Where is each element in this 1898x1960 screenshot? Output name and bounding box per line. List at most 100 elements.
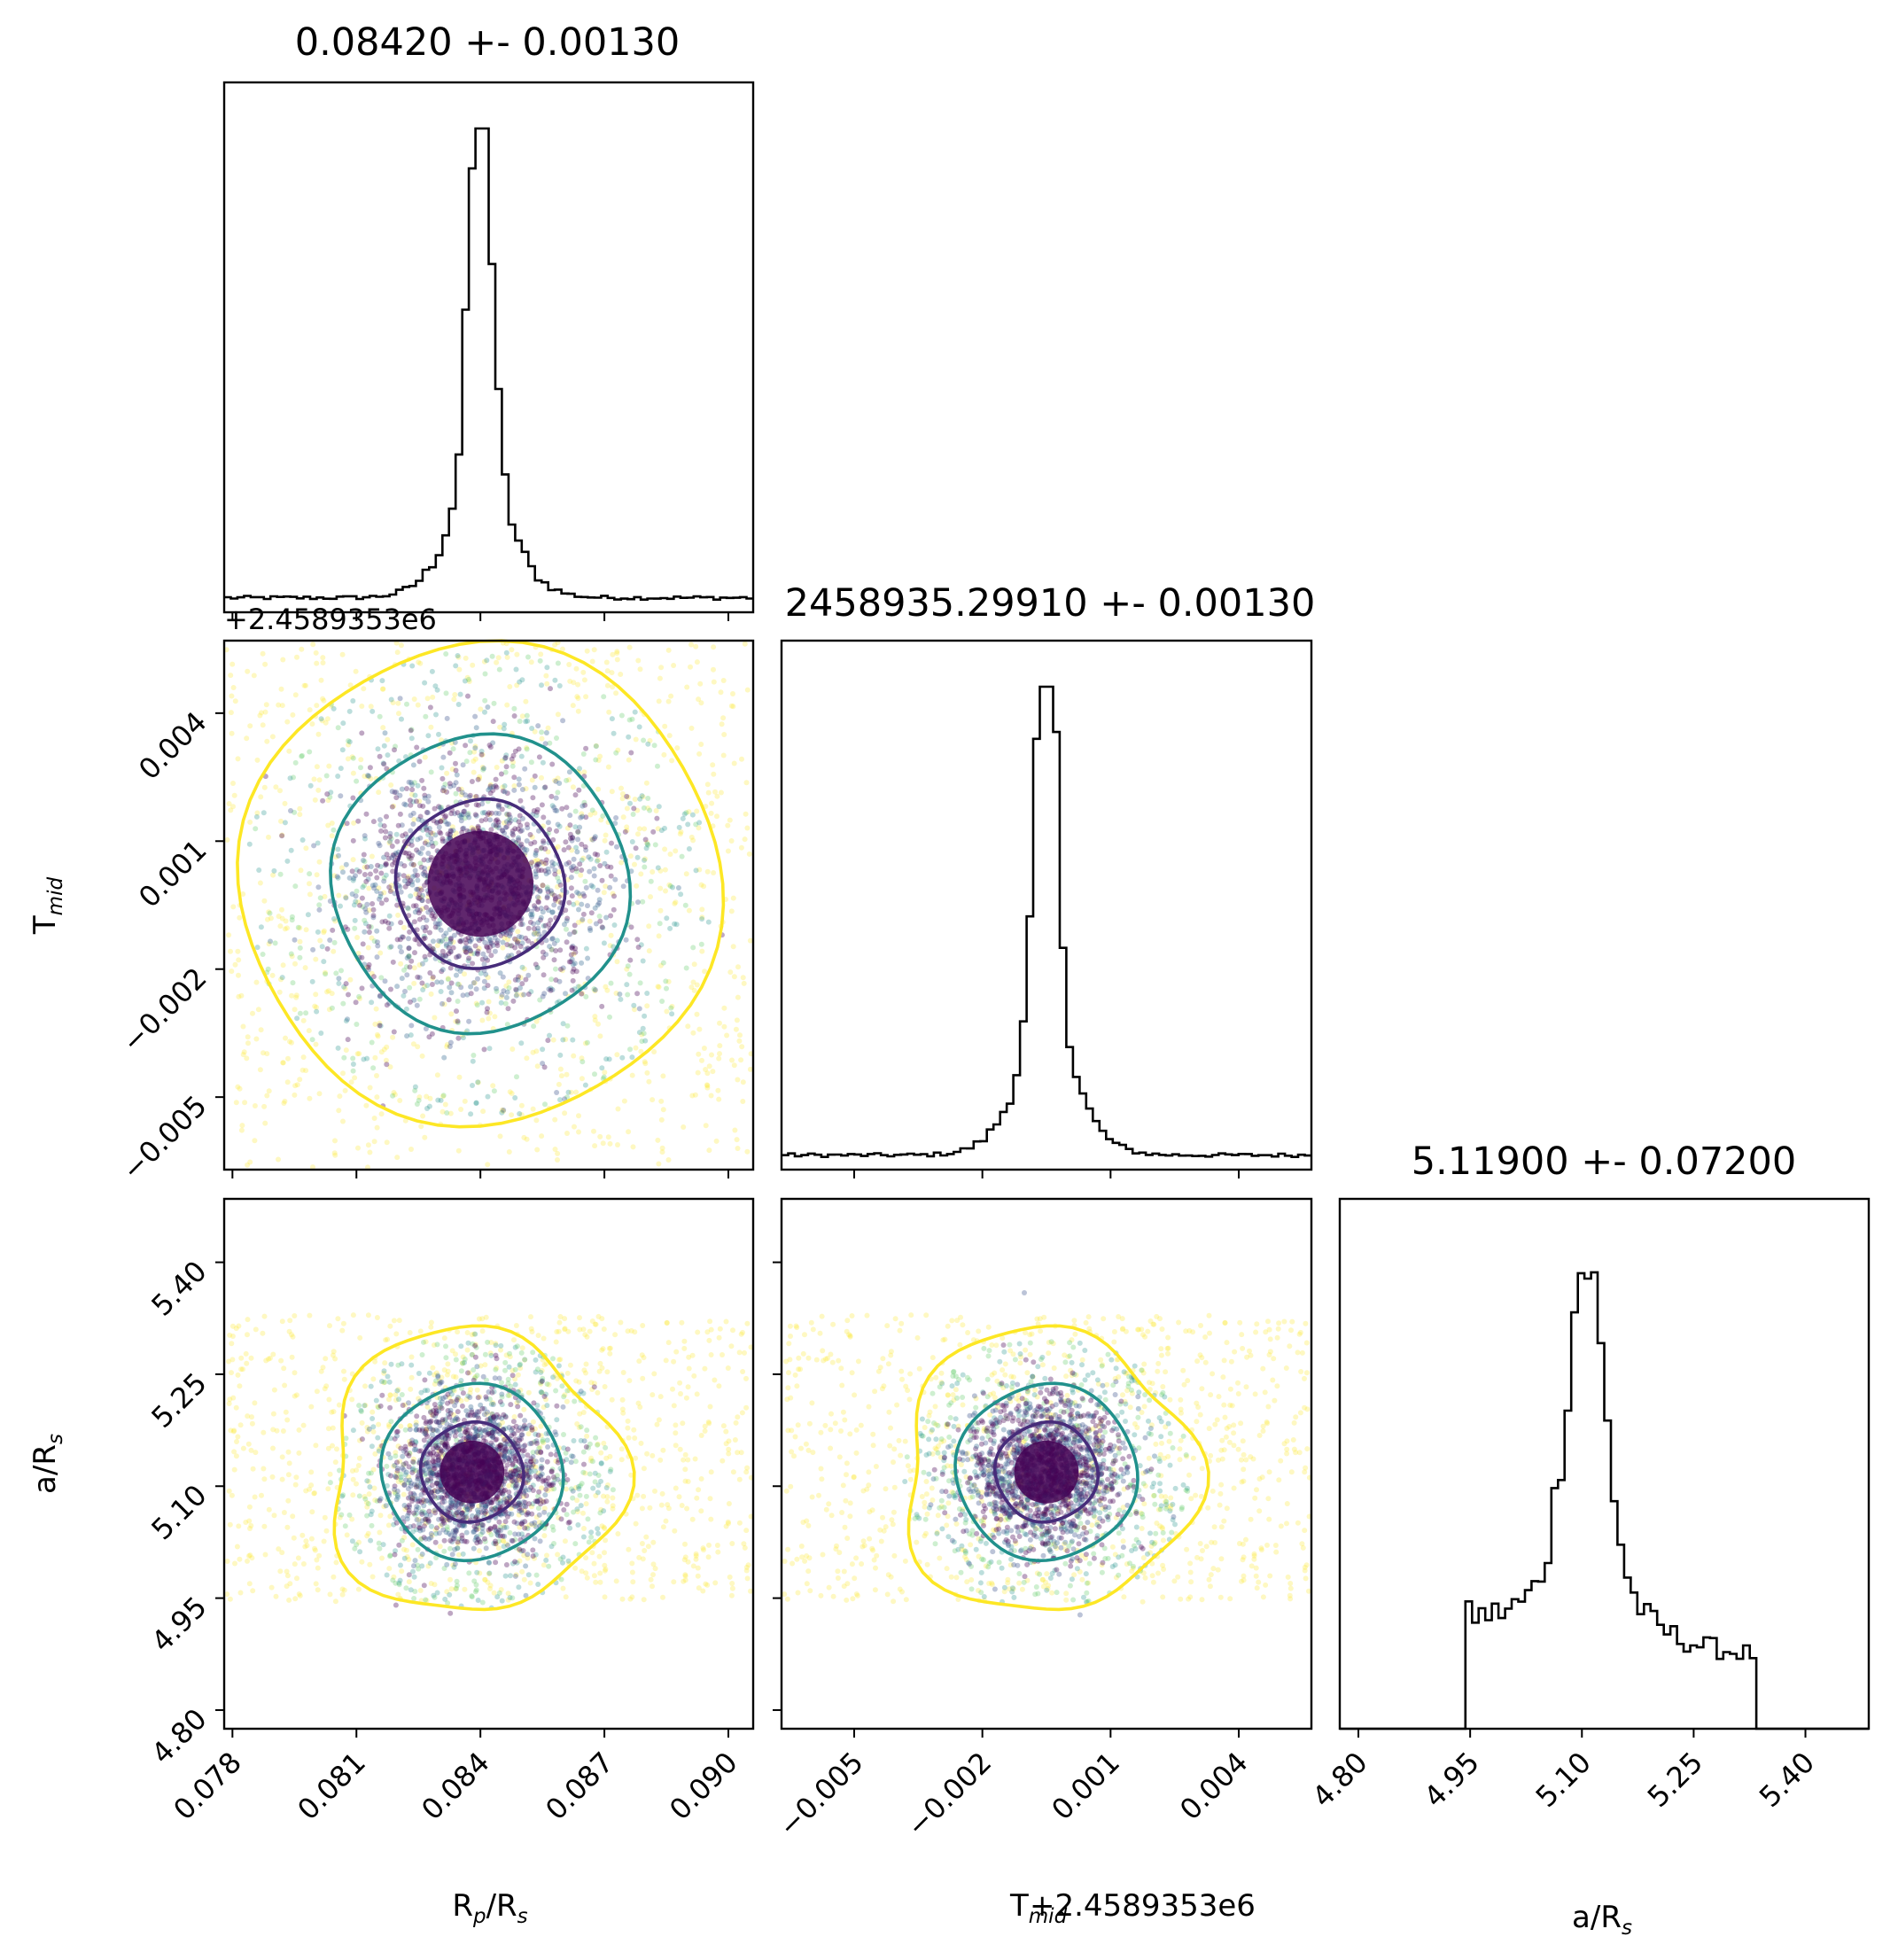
sample-point — [486, 1010, 493, 1016]
sample-point — [543, 937, 549, 944]
sample-point — [406, 1579, 412, 1585]
sample-point — [485, 704, 491, 710]
sample-point — [323, 1528, 330, 1534]
sample-point — [366, 923, 372, 929]
sample-point — [620, 814, 626, 821]
sample-point — [341, 1376, 347, 1382]
sample-point — [432, 805, 438, 812]
sample-point — [343, 1047, 349, 1054]
sample-point — [340, 1118, 346, 1124]
sample-point — [245, 1162, 251, 1168]
sample-point — [670, 884, 675, 891]
sample-point — [408, 1032, 414, 1038]
sample-point — [549, 909, 556, 915]
sample-point — [386, 1396, 392, 1403]
sample-point — [355, 1145, 361, 1151]
sample-point — [407, 964, 413, 970]
sample-point — [593, 743, 599, 749]
sample-point — [707, 1318, 713, 1325]
sample-point — [698, 941, 704, 947]
sample-point — [315, 929, 321, 935]
sample-point — [572, 929, 577, 935]
sample-point — [292, 759, 299, 766]
sample-point — [517, 985, 523, 991]
sample-point — [422, 840, 428, 846]
sample-point — [388, 696, 394, 703]
sample-point — [270, 872, 276, 878]
sample-point — [331, 705, 337, 712]
sample-point — [658, 1116, 665, 1123]
sample-point — [402, 831, 408, 837]
sample-point — [432, 832, 439, 838]
sample-point — [689, 1093, 696, 1099]
sample-point — [479, 1599, 486, 1606]
sample-point — [435, 1097, 441, 1103]
sample-point — [519, 964, 525, 970]
sample-point — [333, 970, 339, 976]
sample-point — [382, 835, 388, 841]
sample-point — [488, 827, 494, 833]
sample-point — [590, 883, 596, 890]
sample-point — [463, 937, 469, 943]
sample-point — [287, 775, 293, 782]
sample-point — [706, 1147, 712, 1154]
sample-point — [494, 940, 500, 946]
sample-point — [552, 642, 558, 648]
sample-point — [573, 1089, 580, 1095]
sample-point — [553, 795, 559, 801]
sample-point — [367, 765, 373, 771]
sample-point — [313, 956, 319, 962]
sample-point — [457, 691, 463, 697]
sample-point — [345, 756, 351, 762]
sample-point — [556, 869, 562, 875]
sample-point — [595, 857, 602, 863]
sample-point — [459, 937, 465, 944]
sample-point — [572, 1458, 579, 1465]
sample-point — [690, 837, 696, 844]
sample-point — [453, 830, 459, 836]
sample-point — [316, 777, 323, 783]
sample-point — [495, 1545, 502, 1552]
sample-point — [255, 1007, 261, 1013]
sample-point — [688, 984, 695, 991]
sample-point — [422, 953, 428, 960]
sample-point — [705, 789, 712, 796]
sample-point — [306, 1028, 312, 1034]
sample-point — [320, 660, 326, 665]
sample-point — [539, 859, 545, 865]
sample-point — [278, 976, 284, 983]
sample-point — [327, 1323, 332, 1329]
sample-point — [305, 912, 311, 918]
sample-point — [503, 931, 510, 937]
sample-point — [321, 928, 327, 934]
sample-point — [625, 963, 631, 969]
sample-point — [535, 899, 541, 906]
sample-point — [330, 1425, 336, 1431]
sample-point — [444, 1044, 450, 1050]
sample-point — [290, 1334, 296, 1340]
sample-point — [566, 662, 572, 667]
sample-point — [603, 883, 609, 890]
sample-point — [330, 1443, 335, 1449]
sample-point — [618, 859, 625, 866]
sample-point — [303, 682, 308, 688]
sample-point — [527, 1580, 533, 1586]
sample-point — [412, 867, 418, 874]
sample-point — [555, 775, 561, 782]
sample-point — [401, 801, 408, 807]
sample-point — [326, 1396, 332, 1403]
sample-point — [342, 985, 348, 992]
sample-point — [747, 937, 753, 944]
sample-point — [278, 686, 284, 692]
sample-point — [504, 989, 510, 995]
sample-point — [729, 1585, 735, 1591]
sample-point — [329, 1005, 335, 1011]
sample-point — [485, 1006, 490, 1012]
sample-point — [416, 916, 423, 922]
sample-point — [664, 915, 670, 922]
sample-point — [481, 961, 487, 968]
sample-point — [507, 814, 513, 821]
sample-point — [659, 1145, 665, 1151]
sample-point — [552, 871, 558, 877]
sample-point — [282, 800, 288, 806]
